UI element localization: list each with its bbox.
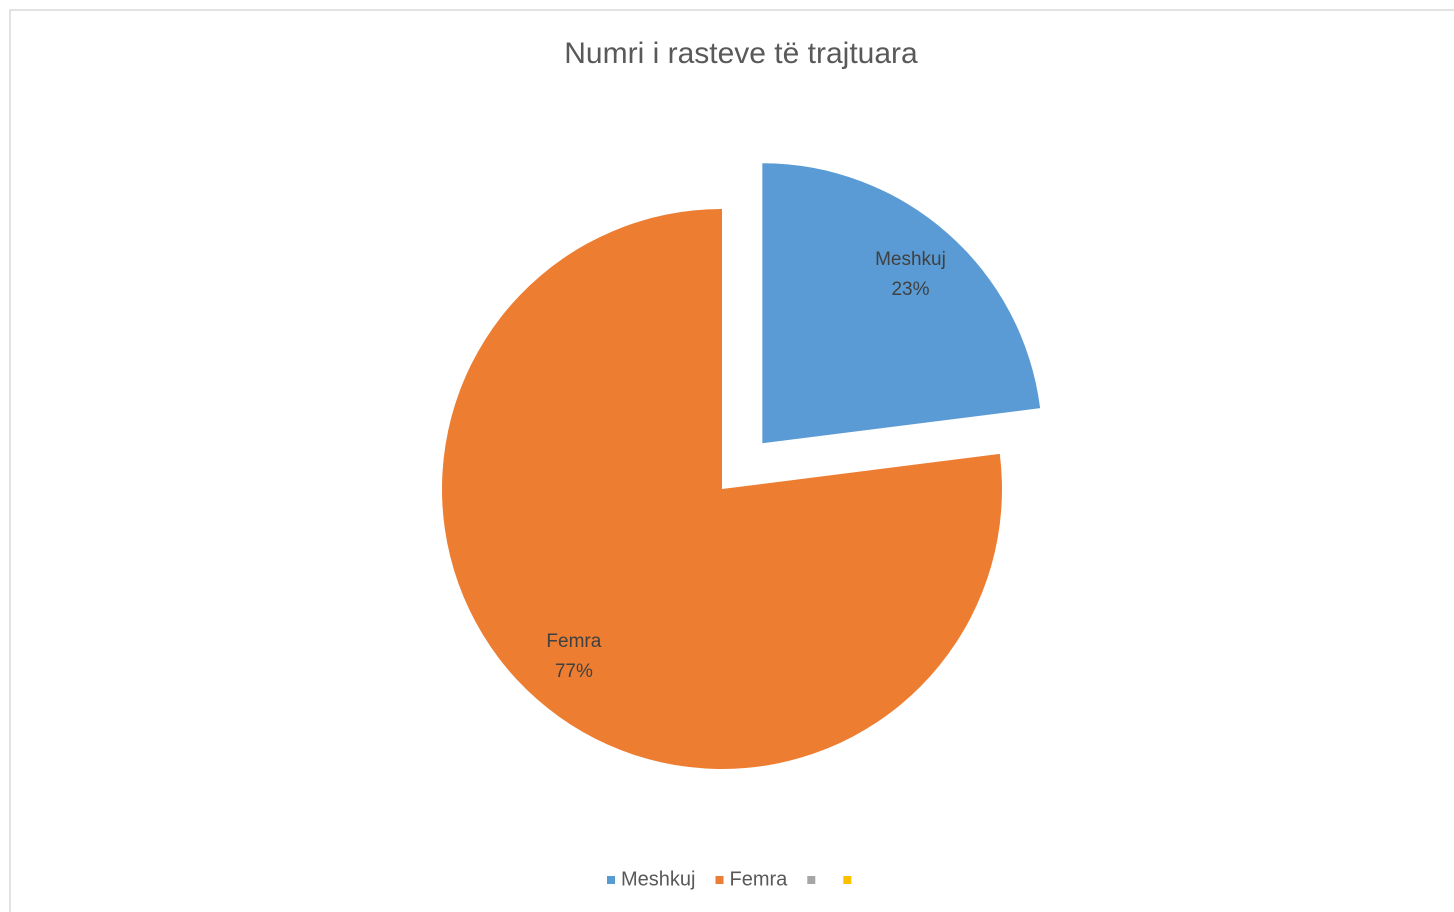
legend-label: Meshkuj <box>621 868 695 890</box>
chart-frame <box>9 9 1454 912</box>
data-label-name: Femra <box>546 631 601 652</box>
legend-label: Femra <box>729 868 788 890</box>
data-label-name: Meshkuj <box>875 249 946 270</box>
legend-swatch <box>843 876 852 884</box>
pie-slice <box>762 163 1041 444</box>
data-label-value: 77% <box>555 661 593 682</box>
legend-swatch <box>807 876 816 884</box>
pie-slice <box>442 209 1002 769</box>
legend-swatch <box>607 876 615 884</box>
legend-swatch <box>715 876 724 884</box>
data-label-value: 23% <box>891 279 929 300</box>
chart-title: Numri i rasteve të trajtuara <box>564 37 918 70</box>
